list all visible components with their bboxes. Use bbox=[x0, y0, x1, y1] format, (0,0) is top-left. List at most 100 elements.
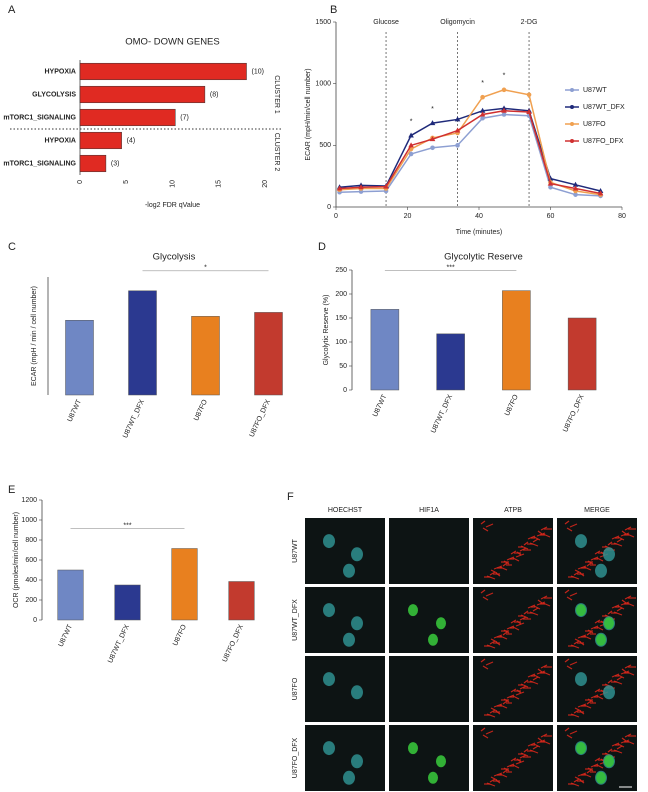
micrograph bbox=[473, 587, 553, 653]
injection-label: 2-DG bbox=[521, 19, 538, 26]
mito-signal bbox=[573, 640, 580, 645]
point bbox=[454, 116, 461, 122]
mito-signal bbox=[537, 737, 543, 742]
bar bbox=[171, 548, 198, 621]
injection-label: Glucose bbox=[373, 19, 399, 26]
point bbox=[572, 181, 579, 187]
x-tick-label: 0 bbox=[334, 213, 338, 220]
hif-signal bbox=[604, 755, 614, 768]
row-label: U87WT_DFX bbox=[292, 599, 299, 641]
mito-signal bbox=[495, 572, 501, 577]
y-tick-label: 150 bbox=[335, 315, 347, 322]
mito-signal bbox=[489, 640, 496, 645]
mito-signal bbox=[495, 710, 501, 715]
point bbox=[480, 94, 485, 100]
mito-signal bbox=[570, 782, 580, 787]
mito-signal bbox=[489, 778, 496, 783]
mito-signal bbox=[594, 619, 601, 624]
hif-signal bbox=[596, 633, 606, 646]
point bbox=[358, 184, 364, 190]
legend-marker bbox=[570, 139, 574, 143]
mito-signal bbox=[564, 727, 570, 732]
mito-signal bbox=[523, 541, 529, 546]
mito-signal bbox=[569, 661, 578, 666]
mito-signal bbox=[542, 533, 551, 538]
significance-label: *** bbox=[447, 264, 455, 271]
x-tick-label: U87WT_DFX bbox=[122, 398, 146, 439]
bar bbox=[128, 290, 157, 396]
nucleus-signal bbox=[343, 770, 355, 785]
bar-annotation: (7) bbox=[180, 114, 189, 121]
mito-signal bbox=[569, 523, 578, 528]
mito-signal bbox=[616, 745, 623, 750]
mito-signal bbox=[485, 523, 494, 528]
mito-signal bbox=[515, 622, 525, 627]
column-label: HOECHST bbox=[328, 507, 363, 514]
mito-signal bbox=[482, 596, 489, 601]
mito-signal bbox=[499, 773, 508, 778]
mito-signal bbox=[579, 572, 585, 577]
point bbox=[572, 185, 579, 191]
row-label: U87WT bbox=[292, 538, 299, 562]
y-tick-label: 250 bbox=[335, 267, 347, 274]
mito-signal bbox=[583, 635, 592, 640]
significance-marker: * bbox=[503, 73, 506, 80]
x-tick-label: 80 bbox=[618, 213, 626, 220]
y-tick-label: 200 bbox=[335, 291, 347, 298]
point bbox=[480, 115, 485, 121]
legend-label: U87FO_DFX bbox=[583, 138, 624, 145]
x-axis-label: Time (minutes) bbox=[456, 229, 502, 236]
mito-signal bbox=[594, 757, 601, 762]
y-tick-label: 1500 bbox=[315, 19, 331, 26]
mito-signal bbox=[579, 710, 585, 715]
significance-marker: * bbox=[431, 106, 434, 113]
bar bbox=[65, 320, 94, 396]
mito-signal bbox=[596, 764, 604, 769]
point bbox=[573, 192, 578, 197]
point bbox=[383, 183, 389, 189]
x-tick-label: U87WT_DFX bbox=[107, 623, 131, 664]
y-tick-label: 400 bbox=[25, 577, 37, 584]
injection-label: Oligomycin bbox=[440, 19, 475, 26]
mito-signal bbox=[532, 607, 539, 612]
hif-signal bbox=[576, 742, 586, 755]
mito-signal bbox=[529, 680, 539, 685]
nucleus-signal bbox=[343, 632, 355, 647]
bar bbox=[436, 333, 465, 391]
point bbox=[479, 107, 486, 113]
column-label: MERGE bbox=[584, 507, 610, 514]
micrograph bbox=[389, 656, 469, 722]
mito-signal bbox=[542, 671, 551, 676]
panel-label: F bbox=[287, 491, 294, 503]
mito-signal bbox=[486, 575, 496, 580]
mito-signal bbox=[510, 550, 517, 555]
bar bbox=[79, 108, 176, 127]
mito-signal bbox=[574, 569, 582, 574]
nucleus-signal bbox=[351, 547, 363, 562]
panel-label: A bbox=[8, 4, 16, 16]
y-tick-label: 0 bbox=[343, 387, 347, 394]
mito-signal bbox=[573, 778, 580, 783]
mito-signal bbox=[542, 602, 551, 607]
bar-annotation: (4) bbox=[127, 137, 136, 144]
bar bbox=[79, 131, 122, 150]
point bbox=[547, 180, 554, 186]
chart-title: Glycolysis bbox=[153, 252, 196, 263]
legend-label: U87FO bbox=[583, 121, 606, 128]
mito-signal bbox=[499, 635, 508, 640]
mito-signal bbox=[542, 740, 551, 745]
mito-signal bbox=[570, 713, 580, 718]
mito-signal bbox=[617, 743, 625, 748]
bar bbox=[79, 154, 107, 173]
hif-signal bbox=[604, 617, 614, 630]
mito-signal bbox=[529, 611, 539, 616]
mito-signal bbox=[510, 619, 517, 624]
point bbox=[429, 136, 436, 142]
mito-signal bbox=[482, 734, 489, 739]
mito-signal bbox=[523, 748, 529, 753]
mito-signal bbox=[489, 709, 496, 714]
mito-signal bbox=[613, 611, 623, 616]
mito-signal bbox=[573, 571, 580, 576]
mito-signal bbox=[532, 538, 539, 543]
panel-label: E bbox=[8, 484, 15, 496]
